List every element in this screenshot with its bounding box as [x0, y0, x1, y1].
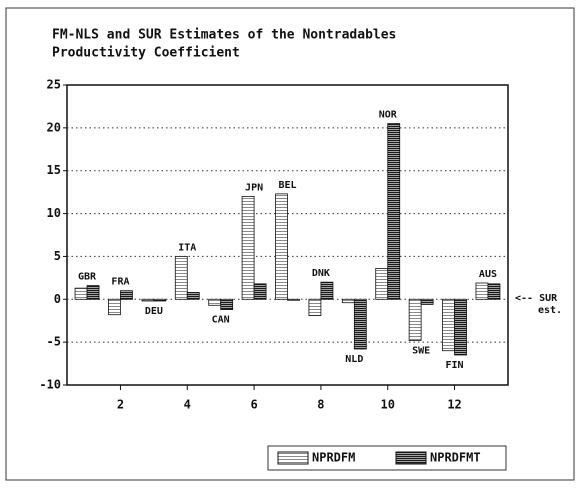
y-tick-label: -5	[47, 335, 61, 349]
bar	[442, 298, 455, 352]
annotation: <-- SUR	[515, 293, 558, 304]
bar	[375, 268, 389, 300]
annotation: est.	[538, 305, 562, 316]
bar-label: NOR	[379, 110, 398, 121]
x-tick-label: 6	[250, 398, 257, 412]
bar	[341, 298, 355, 304]
legend-swatch	[277, 451, 309, 465]
bar	[141, 298, 155, 302]
bar-label: DNK	[312, 268, 330, 279]
y-tick-label: 25	[47, 78, 61, 92]
bar	[475, 282, 489, 300]
legend-label: NPRDFM	[312, 451, 355, 465]
bar-label: DEU	[145, 306, 163, 317]
bar-label: BEL	[278, 180, 296, 191]
chart-title: Productivity Coefficient	[52, 46, 240, 61]
bar	[241, 196, 255, 300]
bar	[253, 283, 267, 300]
bar	[74, 287, 88, 300]
bar	[208, 298, 222, 306]
bar	[353, 298, 367, 350]
bar	[387, 123, 401, 300]
bar-label: CAN	[212, 315, 230, 326]
legend-label: NPRDFMT	[430, 451, 481, 465]
bar	[174, 256, 188, 300]
bar	[108, 298, 121, 316]
bar-label: FIN	[446, 360, 464, 371]
y-tick-label: 0	[54, 292, 61, 306]
bar	[454, 298, 467, 356]
bar-label: SWE	[412, 345, 430, 356]
bar	[487, 283, 501, 300]
bar	[408, 298, 422, 341]
bar-label: FRA	[111, 277, 129, 288]
bar-label: JPN	[245, 182, 263, 193]
x-tick-label: 10	[381, 398, 395, 412]
bar	[120, 290, 133, 300]
y-tick-label: 15	[47, 163, 61, 177]
x-tick-label: 12	[447, 398, 461, 412]
y-tick-label: 10	[47, 206, 61, 220]
bar-label: ITA	[178, 242, 196, 253]
x-tick-label: 2	[117, 398, 124, 412]
bar	[420, 298, 434, 305]
bar-label: NLD	[345, 354, 363, 365]
bar-label: GBR	[78, 272, 97, 283]
bar	[220, 298, 234, 310]
legend-swatch	[395, 451, 427, 465]
bar	[308, 298, 322, 316]
y-tick-label: 20	[47, 120, 61, 134]
y-tick-label: -10	[39, 378, 61, 392]
plot-area	[66, 84, 509, 386]
x-tick-label: 8	[317, 398, 324, 412]
frame	[5, 7, 575, 481]
bar	[287, 298, 300, 301]
bar	[186, 292, 200, 300]
chart-title: FM-NLS and SUR Estimates of the Nontrada…	[52, 28, 396, 43]
bar	[86, 285, 100, 300]
y-tick-label: 5	[54, 249, 61, 263]
x-tick-label: 4	[184, 398, 191, 412]
bar-label: AUS	[479, 269, 497, 280]
bar	[320, 281, 334, 300]
bar	[153, 298, 167, 302]
bar	[275, 193, 288, 300]
